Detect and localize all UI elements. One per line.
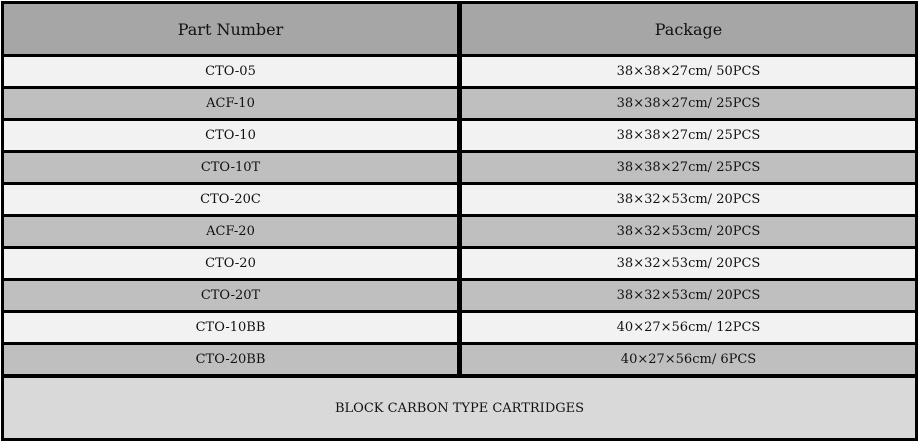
package-cell: 38×38×27cm/ 25PCS: [462, 153, 915, 182]
package-cell: 38×32×53cm/ 20PCS: [462, 185, 915, 214]
header-package: Package: [462, 4, 915, 54]
header-part-number: Part Number: [4, 4, 457, 54]
package-cell: 38×32×53cm/ 20PCS: [462, 217, 915, 246]
package-cell: 38×32×53cm/ 20PCS: [462, 249, 915, 278]
package-cell: 38×38×27cm/ 25PCS: [462, 89, 915, 118]
part-number-cell: ACF-20: [4, 217, 457, 246]
part-number-cell: CTO-20C: [4, 185, 457, 214]
part-number-cell: CTO-05: [4, 57, 457, 86]
table-footer: BLOCK CARBON TYPE CARTRIDGES: [4, 378, 915, 438]
part-number-cell: CTO-20BB: [4, 345, 457, 374]
part-number-cell: CTO-10T: [4, 153, 457, 182]
part-number-cell: CTO-10: [4, 121, 457, 150]
part-number-cell: CTO-20: [4, 249, 457, 278]
package-cell: 40×27×56cm/ 6PCS: [462, 345, 915, 374]
part-number-cell: CTO-10BB: [4, 313, 457, 342]
part-number-cell: ACF-10: [4, 89, 457, 118]
package-cell: 40×27×56cm/ 12PCS: [462, 313, 915, 342]
package-cell: 38×38×27cm/ 25PCS: [462, 121, 915, 150]
package-cell: 38×38×27cm/ 50PCS: [462, 57, 915, 86]
part-number-cell: CTO-20T: [4, 281, 457, 310]
package-cell: 38×32×53cm/ 20PCS: [462, 281, 915, 310]
